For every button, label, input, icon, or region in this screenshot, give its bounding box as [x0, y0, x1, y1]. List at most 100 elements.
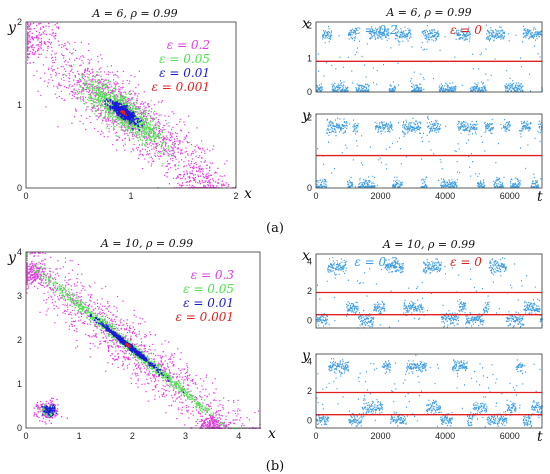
- data-point: [431, 39, 433, 41]
- data-point: [129, 106, 132, 109]
- data-point: [390, 126, 392, 128]
- data-point: [402, 31, 404, 34]
- data-point: [350, 34, 352, 37]
- data-point: [396, 25, 398, 27]
- data-point: [131, 134, 134, 136]
- data-point: [29, 24, 32, 26]
- data-point: [399, 147, 401, 150]
- data-point: [75, 110, 77, 112]
- data-point: [391, 90, 393, 92]
- data-point: [199, 181, 201, 183]
- data-point: [147, 161, 149, 163]
- data-point: [330, 31, 332, 34]
- data-point: [196, 127, 198, 129]
- data-point: [156, 129, 158, 131]
- data-point: [109, 93, 111, 95]
- data-point: [340, 129, 342, 131]
- data-point: [213, 186, 215, 188]
- data-point: [33, 49, 35, 51]
- data-point: [109, 112, 112, 114]
- data-point: [409, 30, 411, 32]
- data-point: [402, 32, 404, 35]
- data-point: [466, 32, 468, 35]
- data-point: [200, 140, 203, 142]
- data-point: [491, 32, 493, 34]
- data-point: [472, 88, 474, 91]
- data-point: [177, 143, 180, 146]
- data-point: [331, 85, 333, 87]
- data-point: [61, 43, 63, 46]
- data-point: [522, 36, 524, 39]
- data-point: [330, 121, 332, 124]
- data-point: [87, 68, 89, 70]
- data-point: [453, 86, 455, 89]
- data-point: [49, 33, 51, 35]
- data-point: [114, 100, 116, 102]
- data-point: [433, 40, 435, 42]
- data-point: [374, 38, 376, 40]
- data-point: [151, 136, 153, 139]
- data-point: [207, 172, 209, 174]
- data-point: [511, 90, 513, 92]
- data-point: [487, 30, 489, 32]
- data-point: [380, 161, 382, 164]
- data-point: [27, 32, 30, 34]
- data-point: [29, 30, 31, 33]
- data-point: [535, 32, 537, 34]
- data-point: [188, 160, 190, 162]
- data-point: [398, 44, 400, 46]
- data-point: [380, 31, 382, 34]
- data-point: [363, 89, 365, 91]
- data-point: [377, 35, 379, 37]
- data-point: [389, 126, 391, 128]
- data-point: [407, 33, 409, 36]
- data-point: [158, 125, 160, 128]
- data-point: [142, 142, 144, 144]
- data-point: [148, 127, 151, 130]
- data-point: [158, 144, 160, 146]
- data-point: [137, 147, 139, 149]
- data-point: [155, 126, 157, 129]
- data-point: [149, 126, 151, 128]
- data-point: [78, 91, 80, 93]
- data-point: [175, 168, 177, 171]
- data-point: [434, 31, 436, 33]
- data-point: [317, 185, 319, 187]
- data-point: [405, 156, 407, 158]
- data-point: [180, 149, 182, 151]
- data-point: [348, 38, 350, 40]
- data-point: [188, 184, 191, 186]
- data-point: [116, 118, 118, 121]
- data-point: [141, 118, 143, 120]
- data-point: [476, 86, 478, 88]
- data-point: [432, 30, 434, 32]
- data-point: [201, 167, 203, 170]
- data-point: [131, 132, 133, 134]
- data-point: [492, 35, 494, 37]
- data-point: [84, 69, 86, 71]
- data-point: [371, 186, 373, 188]
- data-point: [476, 84, 478, 86]
- data-point: [100, 75, 102, 77]
- data-point: [79, 120, 81, 122]
- data-point: [488, 34, 490, 36]
- data-point: [124, 117, 126, 119]
- data-point: [317, 147, 319, 150]
- data-point: [454, 90, 456, 92]
- data-point: [204, 150, 206, 152]
- data-point: [147, 103, 149, 105]
- data-point: [156, 145, 158, 147]
- data-point: [437, 35, 439, 37]
- data-point: [400, 36, 402, 38]
- data-point: [51, 34, 53, 36]
- data-point: [189, 166, 192, 168]
- data-point: [405, 35, 407, 37]
- data-point: [136, 118, 138, 120]
- data-point: [177, 175, 179, 177]
- data-point: [139, 126, 141, 128]
- data-point: [116, 112, 118, 115]
- data-point: [75, 109, 77, 111]
- data-point: [422, 31, 424, 33]
- data-point: [343, 81, 345, 83]
- data-point: [112, 107, 114, 110]
